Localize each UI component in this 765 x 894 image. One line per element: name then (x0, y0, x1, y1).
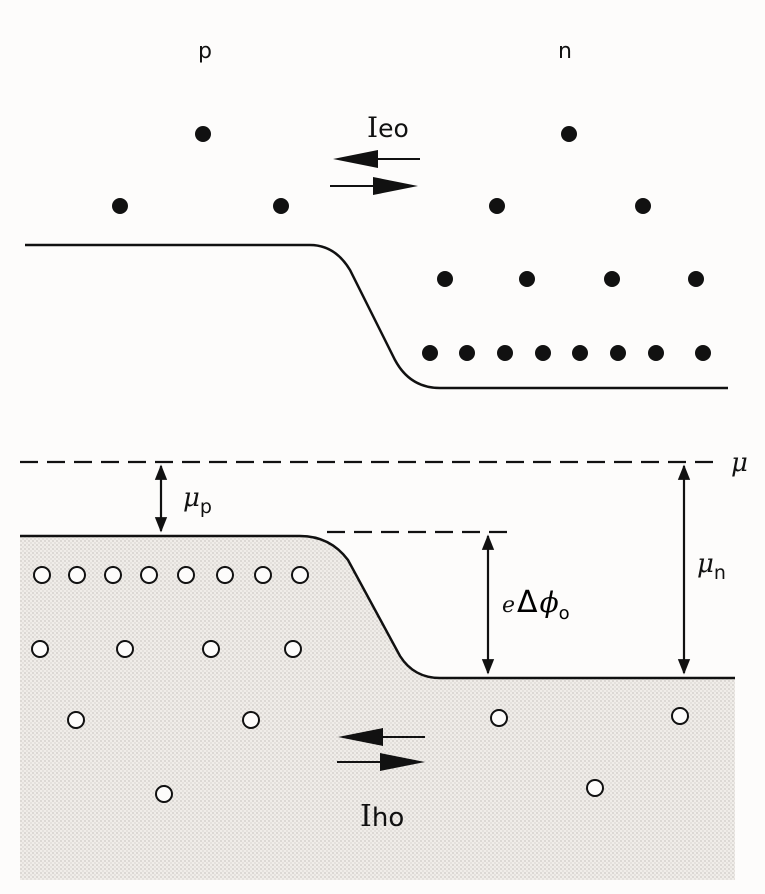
electron-current-arrows (330, 150, 420, 195)
hole-circle (242, 711, 260, 729)
hole-circle (177, 566, 195, 584)
valence-band-edge (20, 534, 735, 680)
p-region-label: p (198, 39, 212, 64)
hole-circle (284, 640, 302, 658)
electron-dot (489, 198, 505, 214)
electron-dot (535, 345, 551, 361)
electron-dot (273, 198, 289, 214)
hole-current-label: Iho (360, 799, 404, 834)
electron-dot (604, 271, 620, 287)
electron-dot (459, 345, 475, 361)
hole-circle (671, 707, 689, 725)
barrier-height-label: eΔϕo (502, 585, 570, 624)
electron-dot (688, 271, 704, 287)
electron-dot (648, 345, 664, 361)
electron-dot (519, 271, 535, 287)
mu-p-label: μp (183, 483, 212, 518)
electron-dot (610, 345, 626, 361)
conduction-band-edge (25, 243, 728, 390)
valence-region-shading (20, 536, 735, 880)
hole-circle (254, 566, 272, 584)
hole-circle (67, 711, 85, 729)
chemical-potential-label: μ (731, 448, 748, 478)
hole-circle (140, 566, 158, 584)
hole-circle (586, 779, 604, 797)
hole-circle (116, 640, 134, 658)
electron-dot (497, 345, 513, 361)
electron-dot (437, 271, 453, 287)
hole-circle (202, 640, 220, 658)
hole-circle (31, 640, 49, 658)
electron-current-label: Ieo (367, 111, 409, 144)
electron-dot (422, 345, 438, 361)
hole-circle (155, 785, 173, 803)
hole-group (31, 566, 689, 803)
hole-current-arrows (337, 728, 425, 771)
electron-dot (112, 198, 128, 214)
electron-dot (195, 126, 211, 142)
hole-circle (291, 566, 309, 584)
hole-circle (216, 566, 234, 584)
electron-dot (695, 345, 711, 361)
electron-dot (561, 126, 577, 142)
hole-circle (68, 566, 86, 584)
hole-circle (33, 566, 51, 584)
n-region-label: n (558, 39, 572, 64)
hole-circle (104, 566, 122, 584)
electron-dot (635, 198, 651, 214)
mu-n-label: μn (697, 549, 726, 584)
electron-dot (572, 345, 588, 361)
hole-circle (490, 709, 508, 727)
electron-group (112, 126, 711, 361)
